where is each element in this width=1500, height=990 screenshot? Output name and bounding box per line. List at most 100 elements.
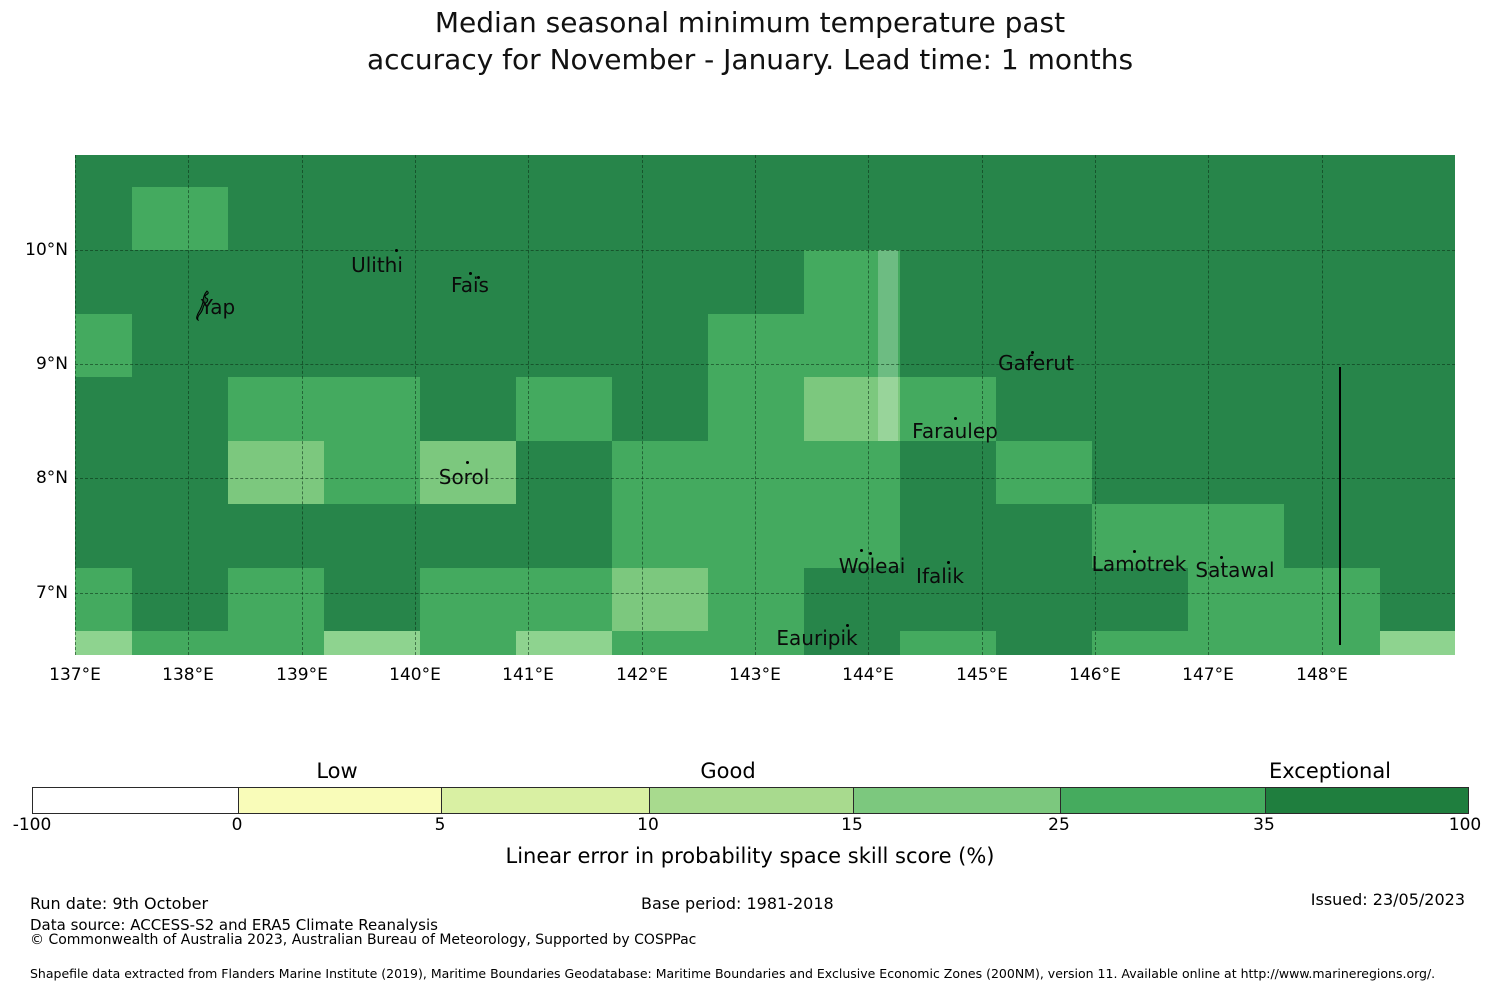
grid-cell (420, 568, 516, 631)
island-marker-dot (466, 461, 469, 464)
grid-cell (1092, 377, 1188, 441)
grid-cell (900, 631, 996, 655)
grid-cell (900, 504, 996, 568)
island-label: Satawal (1195, 558, 1275, 582)
copyright-text: © Commonwealth of Australia 2023, Austra… (30, 932, 697, 948)
grid-cell (132, 250, 228, 314)
grid-cell (228, 504, 324, 568)
longitude-gridline (302, 155, 303, 655)
grid-cell (132, 155, 228, 187)
yap-island-glyph (196, 290, 209, 321)
colorbar-tick-label: -100 (12, 815, 52, 835)
longitude-tick-label: 142°E (616, 665, 668, 685)
island-label: Faraulep (912, 419, 998, 443)
grid-cell (612, 441, 708, 504)
grid-cell (804, 187, 900, 250)
chart-title-line1: Median seasonal minimum temperature past (434, 6, 1066, 39)
grid-cell (516, 250, 612, 314)
grid-cell (708, 377, 804, 441)
longitude-tick-label: 145°E (956, 665, 1008, 685)
longitude-gridline (755, 155, 756, 655)
grid-cell (1380, 155, 1455, 187)
grid-cell (708, 504, 804, 568)
latitude-tick-label: 7°N (35, 583, 68, 603)
grid-cell (900, 377, 996, 441)
latitude-tick-label: 9°N (35, 354, 68, 374)
longitude-gridline (642, 155, 643, 655)
grid-cell (132, 377, 228, 441)
grid-cell (804, 568, 900, 631)
colorbar-quality-label: Low (316, 759, 358, 783)
grid-cell (708, 631, 804, 655)
grid-cell (708, 568, 804, 631)
island-label: Fais (451, 273, 489, 297)
island-marker-dot (1220, 556, 1223, 559)
grid-cell (132, 441, 228, 504)
grid-cell (996, 187, 1092, 250)
grid-cell (75, 187, 132, 250)
grid-cell (612, 568, 708, 631)
grid-cell (75, 631, 132, 655)
island-marker-dot (395, 249, 398, 252)
grid-cell (228, 314, 324, 377)
grid-cell (1284, 441, 1380, 504)
longitude-tick-label: 148°E (1296, 665, 1348, 685)
colorbar-segment (1060, 788, 1265, 813)
grid-cell (1092, 314, 1188, 377)
island-marker-dot (469, 272, 472, 275)
grid-cell (420, 250, 516, 314)
eez-boundary-line (1339, 367, 1341, 645)
longitude-gridline (528, 155, 529, 655)
grid-cell (804, 631, 900, 655)
grid-cell (516, 187, 612, 250)
grid-cell (516, 504, 612, 568)
grid-cell (1380, 568, 1455, 631)
grid-cell (228, 441, 324, 504)
grid-cell (516, 441, 612, 504)
island-label: Yap (200, 295, 236, 319)
grid-cell (324, 568, 420, 631)
longitude-tick-label: 146°E (1069, 665, 1121, 685)
colorbar-tick-label: 5 (434, 815, 446, 835)
longitude-gridline (1208, 155, 1209, 655)
grid-cell (1092, 631, 1188, 655)
grid-cell (996, 441, 1092, 504)
longitude-tick-label: 141°E (502, 665, 554, 685)
colorbar-quality-label: Exceptional (1268, 759, 1392, 783)
grid-cell (1284, 155, 1380, 187)
latitude-gridline (75, 250, 1455, 251)
grid-cell (1188, 441, 1284, 504)
colorbar-axis-label: Linear error in probability space skill … (505, 844, 995, 868)
grid-cell (228, 377, 324, 441)
grid-cell (228, 250, 324, 314)
longitude-tick-label: 138°E (162, 665, 214, 685)
colorbar-tick-label: 0 (231, 815, 243, 835)
grid-cell (420, 187, 516, 250)
grid-cell (804, 441, 900, 504)
grid-cell (1284, 250, 1380, 314)
grid-cell (612, 377, 708, 441)
grid-cell (900, 568, 996, 631)
longitude-gridline (1322, 155, 1323, 655)
latitude-tick-label: 10°N (25, 240, 68, 260)
grid-cell (804, 250, 900, 314)
longitude-gridline (188, 155, 189, 655)
grid-cell (1284, 187, 1380, 250)
grid-cell (996, 631, 1092, 655)
grid-cell (1284, 314, 1380, 377)
longitude-tick-label: 147°E (1182, 665, 1234, 685)
grid-cell (1188, 314, 1284, 377)
grid-cell (324, 441, 420, 504)
grid-cell (1284, 504, 1380, 568)
island-label: Woleai (838, 554, 906, 578)
grid-cell (804, 504, 900, 568)
latitude-gridline (75, 478, 1455, 479)
longitude-gridline (982, 155, 983, 655)
longitude-gridline (868, 155, 869, 655)
grid-cell (1092, 187, 1188, 250)
grid-cell (516, 155, 612, 187)
grid-cell (324, 155, 420, 187)
grid-cell (804, 377, 900, 441)
grid-cell (324, 631, 420, 655)
island-marker-dot (1031, 351, 1034, 354)
